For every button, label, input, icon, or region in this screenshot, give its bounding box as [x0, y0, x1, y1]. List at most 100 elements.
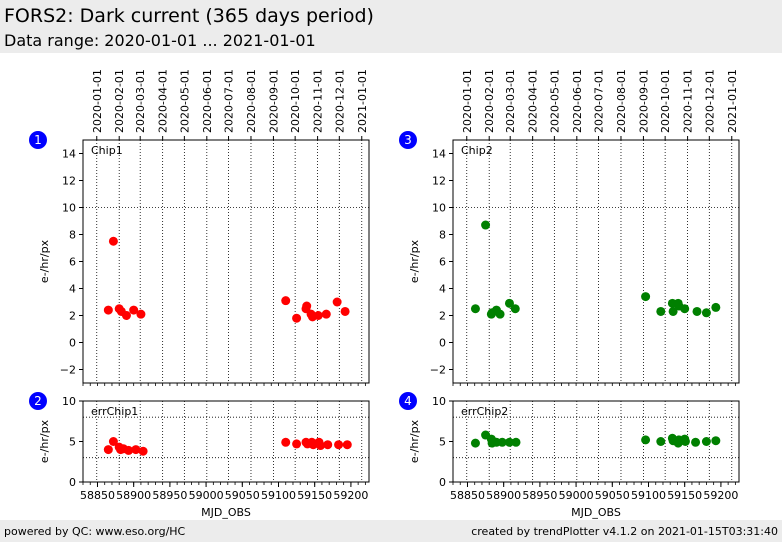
panel-4-xtick-label: 59050 [595, 489, 630, 502]
panel-1-ytick-label: 8 [69, 229, 76, 242]
panel-4-xtick-label: 58900 [486, 489, 521, 502]
panel-1-date-label: 2020-03-01 [134, 69, 147, 133]
panel-4-badge [399, 392, 417, 410]
panel-3-series-label: Chip2 [461, 144, 493, 157]
panel-1-ytick-label: 2 [69, 310, 76, 323]
panel-3-data-point [470, 304, 480, 314]
panel-3-data-point [641, 292, 651, 302]
panel-2-data-point [281, 437, 291, 447]
panel-3-date-label: 2020-04-01 [527, 69, 540, 133]
panel-2-ytick-label: 10 [62, 395, 76, 408]
panel-2-xlabel: MJD_OBS [201, 506, 251, 519]
panel-3-ytick-label: 12 [432, 175, 446, 188]
panel-1-data-point [313, 311, 323, 320]
panel-4-badge-number: 4 [404, 394, 412, 408]
panel-2-data-point [292, 439, 302, 449]
panel-1-data-point [321, 309, 331, 319]
panel-1-badge [29, 131, 47, 149]
panel-1-ylabel: e-/hr/px [38, 239, 51, 283]
panel-3-data-point [680, 304, 690, 314]
page-title: FORS2: Dark current (365 days period) [4, 5, 374, 27]
panel-2-xtick-label: 59100 [261, 489, 296, 502]
panel-4-xtick-label: 58950 [522, 489, 557, 502]
footer-credit: powered by QC: www.eso.org/HC [4, 525, 186, 538]
panel-4-xtick-label: 59100 [631, 489, 666, 502]
panel-1-date-label: 2020-09-01 [267, 69, 280, 133]
panel-1-date-label: 2020-08-01 [245, 69, 258, 133]
panel-2-xtick-label: 58900 [116, 489, 151, 502]
panel-3-ytick-label: 4 [439, 283, 446, 296]
panel-4-data-point [641, 435, 651, 445]
panel-1-data-point [281, 296, 291, 306]
panel-1-plot-frame [82, 139, 370, 384]
panel-3-date-label: 2020-06-01 [571, 69, 584, 133]
panel-2-xtick-label: 59000 [189, 489, 224, 502]
panel-1-date-label: 2020-06-01 [201, 69, 214, 133]
panel-1-date-label: 2020-05-01 [178, 69, 191, 133]
panel-1-date-label: 2020-12-01 [333, 69, 346, 133]
panel-4-data-point [656, 437, 666, 446]
panel-3-date-label: 2020-02-01 [483, 69, 496, 133]
panel-1-data-point [292, 313, 302, 323]
panel-2-data-point [108, 437, 118, 446]
panel-1-data-point [108, 236, 118, 246]
panel-4-series-label: errChip2 [461, 405, 508, 418]
panel-3-ylabel: e-/hr/px [408, 239, 421, 283]
footer-created-by: created by trendPlotter v4.1.2 on 2021-0… [471, 525, 778, 538]
page-subtitle: Data range: 2020-01-01 ... 2021-01-01 [4, 31, 316, 50]
panel-3-data-point [510, 304, 520, 314]
panel-2-xtick-label: 58950 [152, 489, 187, 502]
panel-3-date-label: 2020-05-01 [548, 69, 561, 133]
panel-1-date-label: 2020-02-01 [113, 69, 126, 133]
panel-1-date-label: 2020-04-01 [157, 69, 170, 133]
panel-4-xtick-label: 58850 [450, 489, 485, 502]
panel-4-ytick-label: 10 [432, 395, 446, 408]
panel-4-xlabel: MJD_OBS [571, 506, 621, 519]
panel-1-data-point [121, 311, 131, 320]
panel-1-ytick-label: 4 [69, 283, 76, 296]
panel-4-data-point [701, 437, 711, 446]
panel-4-data-point [504, 437, 514, 447]
panel-1-ytick-label: 12 [62, 175, 76, 188]
panel-2-data-point [131, 445, 141, 455]
panel-3-ytick-label: 8 [439, 229, 446, 242]
header-bar: FORS2: Dark current (365 days period) Da… [0, 0, 782, 53]
panel-1-ytick-label: 6 [69, 256, 76, 269]
panel-1-data-point [129, 305, 139, 315]
panel-3-data-point [504, 298, 514, 308]
panel-1-data-point [340, 306, 350, 316]
panel-3-badge-number: 3 [404, 133, 412, 147]
panel-4-ylabel: e-/hr/px [408, 419, 421, 463]
panel-3-data-point [668, 306, 678, 316]
panel-3-ytick-label: 6 [439, 256, 446, 269]
panel-2-series-label: errChip1 [91, 405, 138, 418]
panel-2-xtick-label: 59050 [225, 489, 260, 502]
panel-1-date-label: 2021-01-01 [356, 69, 369, 133]
panel-4-data-point [691, 437, 701, 447]
panel-3-data-point [711, 302, 721, 312]
panel-2-ylabel: e-/hr/px [38, 419, 51, 463]
panel-2-data-point [334, 440, 344, 450]
panel-4-xtick-label: 59000 [559, 489, 594, 502]
panel-3-date-label: 2020-12-01 [703, 69, 716, 133]
panel-3-ytick-label: 0 [439, 337, 446, 350]
panel-3-badge [399, 131, 417, 149]
panel-3-date-label: 2021-01-01 [726, 69, 739, 133]
panel-4-data-point [470, 438, 480, 448]
panel-4-data-point [511, 437, 521, 447]
panel-4-ytick-label: 0 [439, 476, 446, 489]
panel-1-data-point [103, 305, 113, 315]
panel-3-date-label: 2020-10-01 [659, 69, 672, 133]
panel-2-data-point [103, 445, 113, 455]
panel-3-ytick-label: −2 [430, 364, 446, 377]
panel-2-data-point [315, 441, 325, 451]
panel-2-badge-number: 2 [34, 394, 42, 408]
panel-3-data-point [656, 306, 666, 316]
panel-1-date-label: 2020-11-01 [312, 69, 325, 133]
panel-2-data-point [342, 440, 352, 450]
panel-1-date-label: 2020-10-01 [289, 69, 302, 133]
panel-4-xtick-label: 59150 [667, 489, 702, 502]
panel-1-ytick-label: 0 [69, 337, 76, 350]
panel-2-xtick-label: 59150 [297, 489, 332, 502]
